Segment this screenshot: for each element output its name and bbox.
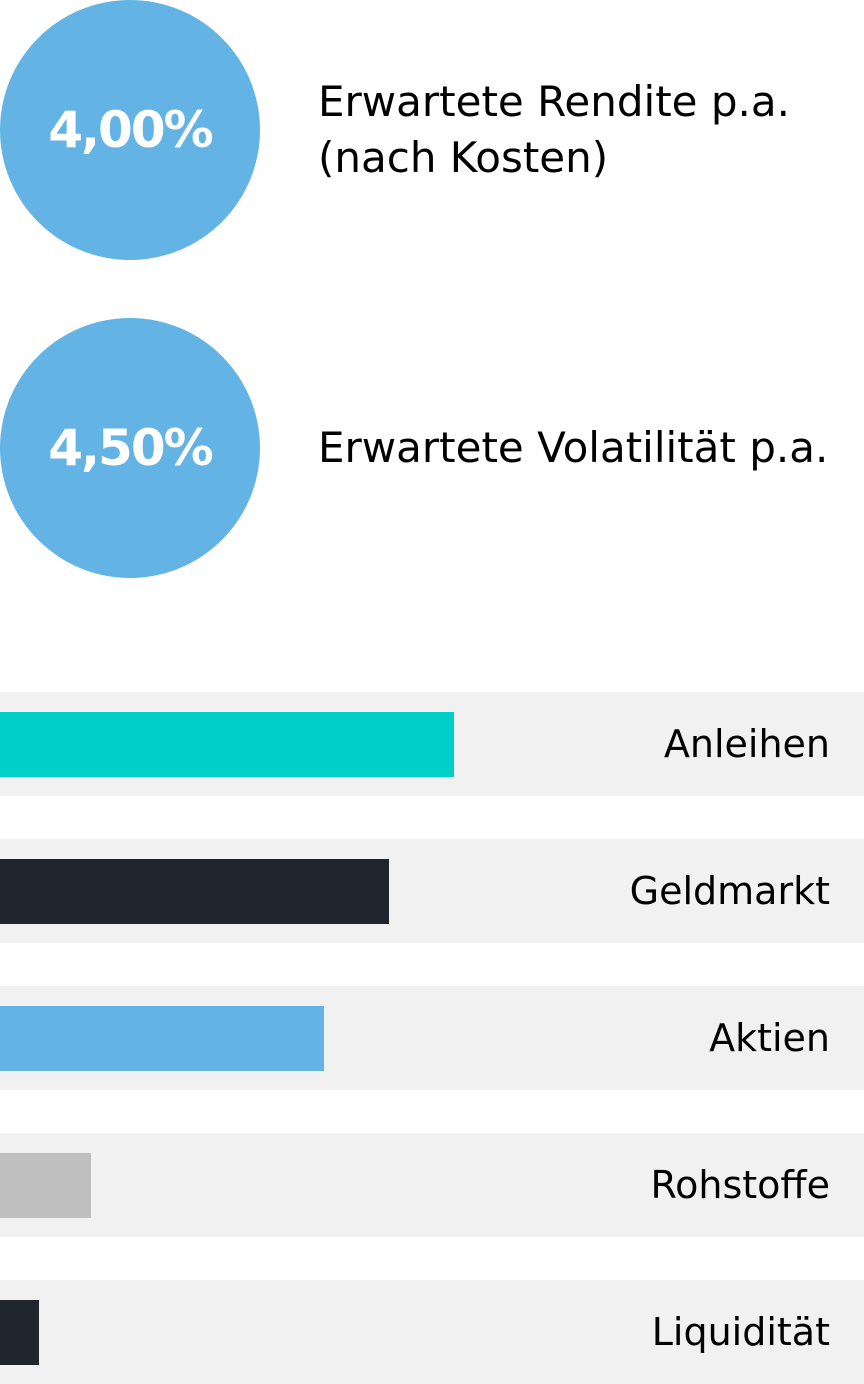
allocation-row: Geldmarkt [0, 839, 864, 943]
allocation-category-label: Anleihen [663, 722, 830, 766]
asset-allocation-chart: Anleihen Geldmarkt Aktien Rohstoffe Liquidit… [0, 692, 864, 1384]
expected-return-label: Erwartete Rendite p.a. (nach Kosten) [318, 77, 790, 182]
expected-return-metric: 4,00% Erwartete Rendite p.a. (nach Koste… [0, 0, 864, 260]
allocation-category-label: Geldmarkt [629, 869, 830, 913]
allocation-row: Rohstoffe [0, 1133, 864, 1237]
allocation-category-label: Rohstoffe [650, 1163, 830, 1207]
allocation-bar [0, 859, 389, 924]
expected-volatility-label: Erwartete Volatilität p.a. [318, 423, 829, 472]
allocation-bar [0, 712, 454, 777]
allocation-bar [0, 1300, 39, 1365]
expected-volatility-metric: 4,50% Erwartete Volatilität p.a. [0, 318, 864, 578]
allocation-category-label: Liquidität [651, 1310, 830, 1354]
allocation-row: Anleihen [0, 692, 864, 796]
allocation-row: Liquidität [0, 1280, 864, 1384]
allocation-bar [0, 1006, 324, 1071]
expected-volatility-value: 4,50% [0, 318, 260, 578]
expected-return-value: 4,00% [0, 0, 260, 260]
allocation-bar [0, 1153, 91, 1218]
allocation-category-label: Aktien [709, 1016, 830, 1060]
allocation-row: Aktien [0, 986, 864, 1090]
